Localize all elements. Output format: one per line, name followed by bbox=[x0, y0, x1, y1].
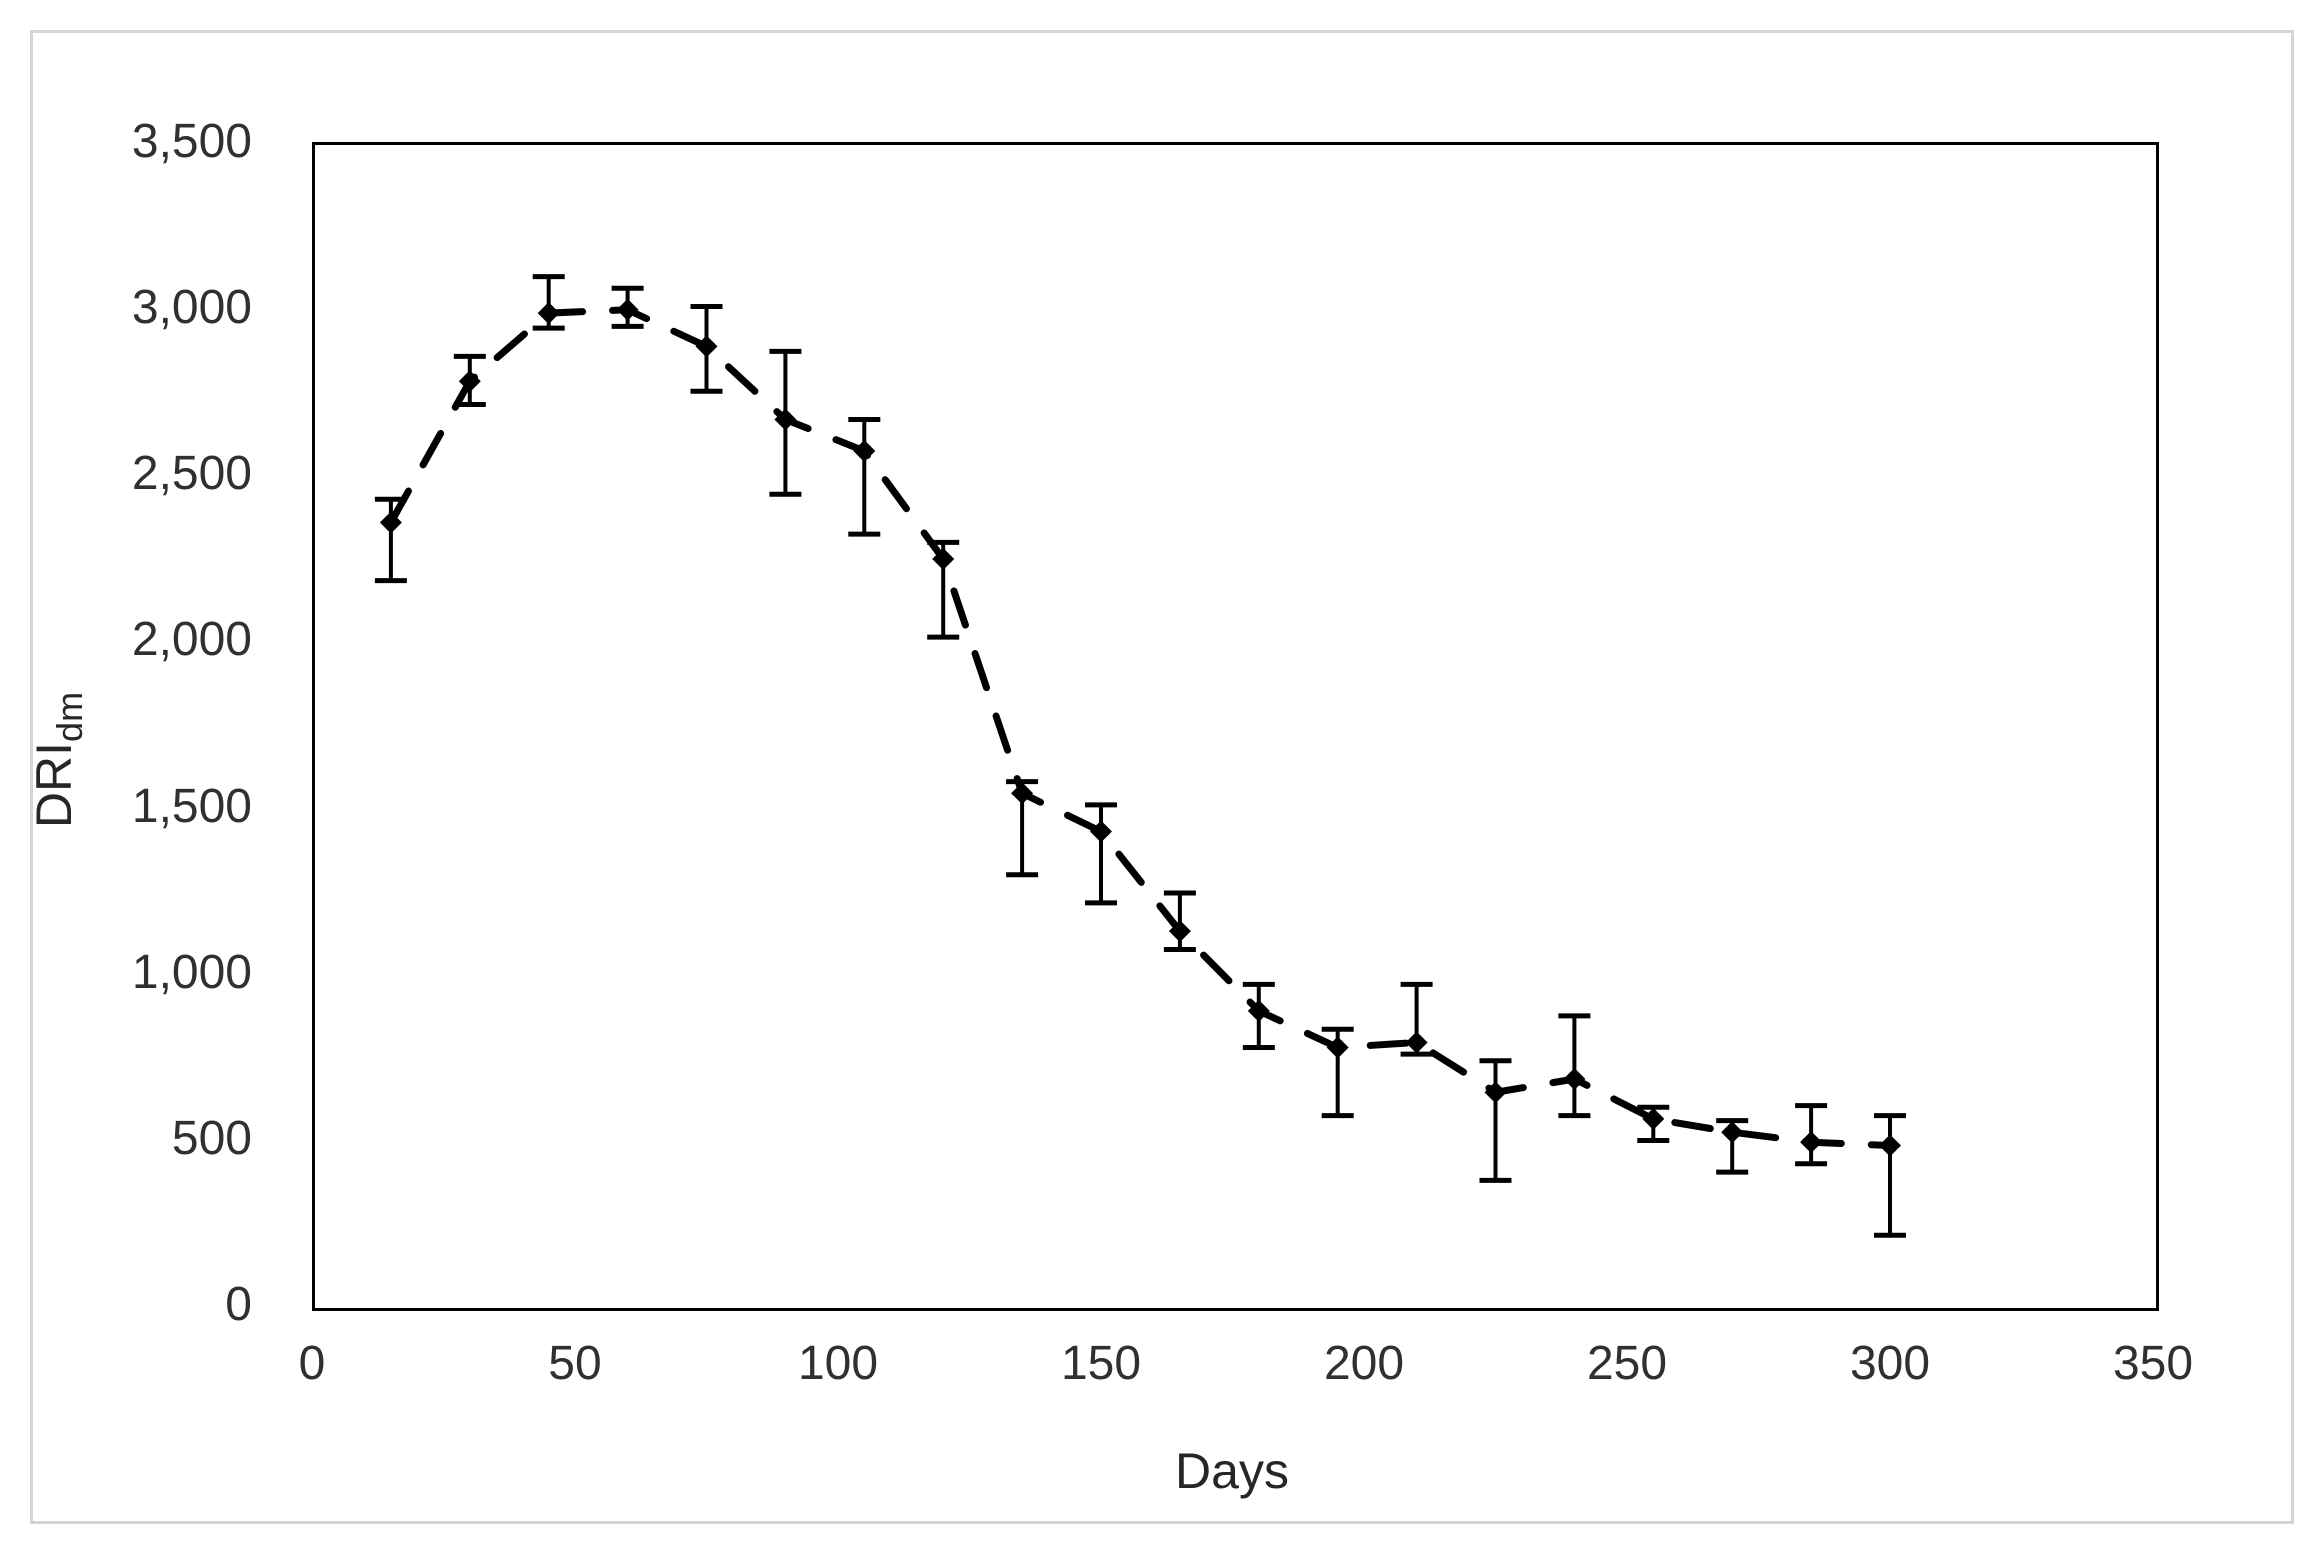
error-bar bbox=[1558, 1013, 1591, 1119]
data-point-marker bbox=[458, 370, 481, 393]
y-tick-label: 500 bbox=[171, 1111, 252, 1165]
data-point-marker bbox=[932, 548, 955, 571]
data-point-marker bbox=[1011, 782, 1034, 805]
y-axis-title-text: DRI bbox=[26, 741, 82, 829]
x-tick-label: 350 bbox=[2112, 1337, 2194, 1390]
x-tick-label: 0 bbox=[298, 1337, 326, 1390]
x-tick-label: 150 bbox=[1060, 1337, 1142, 1390]
data-point-marker bbox=[853, 440, 876, 463]
data-point-marker bbox=[1090, 820, 1112, 843]
x-tick-label: 250 bbox=[1586, 1337, 1668, 1390]
y-tick-label: 2,000 bbox=[131, 613, 252, 667]
data-point-marker bbox=[1800, 1131, 1823, 1154]
data-point-marker bbox=[1642, 1107, 1665, 1130]
error-bar bbox=[1085, 802, 1117, 906]
y-tick-label: 1,000 bbox=[131, 945, 252, 999]
data-point-marker bbox=[1247, 999, 1270, 1022]
error-bar bbox=[374, 496, 407, 584]
y-tick-label: 0 bbox=[225, 1278, 252, 1331]
y-tick-label: 3,500 bbox=[131, 115, 252, 168]
y-tick-label: 3,000 bbox=[131, 281, 252, 335]
data-point-marker bbox=[1326, 1036, 1349, 1059]
error-bar bbox=[848, 416, 881, 537]
data-point-marker bbox=[537, 302, 560, 325]
y-axis-title: DRIdm bbox=[25, 692, 91, 828]
data-point-marker bbox=[616, 298, 639, 321]
x-tick-label: 50 bbox=[548, 1337, 602, 1390]
data-point-marker bbox=[695, 335, 718, 358]
data-point-marker bbox=[1484, 1081, 1507, 1104]
y-tick-label: 2,500 bbox=[131, 447, 252, 501]
data-point-marker bbox=[774, 408, 797, 431]
y-tick-label: 1,500 bbox=[131, 779, 252, 833]
data-point-marker bbox=[1405, 1031, 1428, 1054]
data-point-marker bbox=[1721, 1121, 1744, 1144]
y-axis-title-subscript: dm bbox=[49, 691, 90, 742]
data-point-marker bbox=[379, 511, 402, 534]
scatter-plot-canvas bbox=[374, 274, 1906, 1238]
data-point-marker bbox=[1879, 1134, 1901, 1157]
x-tick-label: 100 bbox=[797, 1337, 879, 1390]
x-tick-label: 200 bbox=[1323, 1337, 1405, 1390]
error-bar bbox=[1874, 1113, 1906, 1238]
data-point-marker bbox=[1168, 920, 1191, 943]
x-tick-label: 300 bbox=[1849, 1337, 1931, 1390]
plot-area-border bbox=[312, 142, 2159, 1311]
x-axis-title: Days bbox=[1175, 1443, 1289, 1499]
error-bar bbox=[1479, 1058, 1512, 1183]
data-point-marker bbox=[1563, 1068, 1586, 1091]
series-dashed-line bbox=[387, 306, 1894, 1149]
